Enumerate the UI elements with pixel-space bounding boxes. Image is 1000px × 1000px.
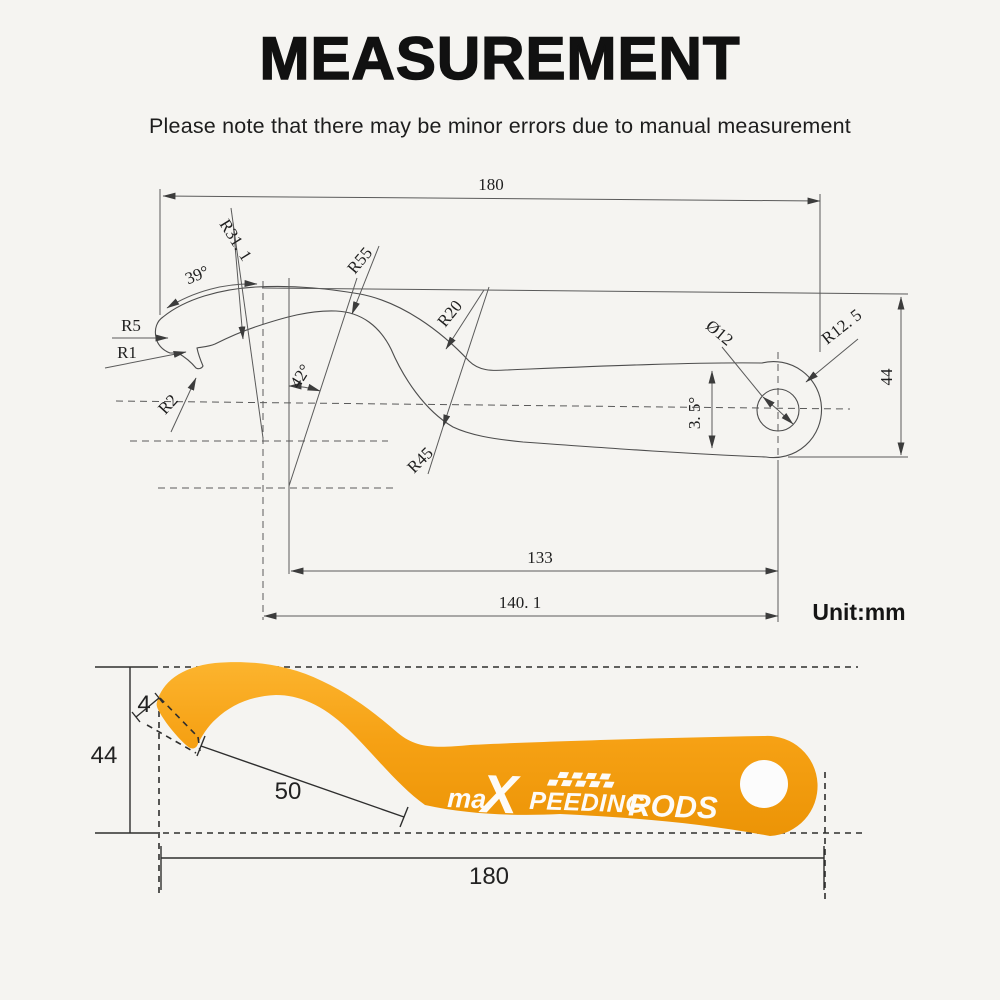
photo-height-label: 44 [91,742,118,769]
centerlines [115,281,851,620]
product-photo: ma X PEEDING RODS 44 [91,662,862,902]
construction-lines [159,189,909,622]
dim-hole-distance-label: 133 [527,548,553,567]
leader-end-radius [805,338,859,383]
handle-hole [756,388,800,432]
wrench-photo [156,662,818,836]
brand-logo: ma X PEEDING RODS [447,764,719,825]
dim-hook-distance-label: 140. 1 [499,593,542,612]
unit-note: Unit:mm [812,599,905,625]
leader-neck-bottom-radius [442,286,490,428]
dim-height-label: 44 [877,368,896,386]
wrench-photo-hole [740,760,788,808]
dim-neck-bottom-radius-label: R45 [403,443,436,476]
dim-total-length-label: 180 [478,175,504,194]
dim-jaw-angle-label: 42° [286,361,315,391]
logo-suffix: RODS [628,787,719,825]
dim-arc-jaw-angle [288,382,321,392]
hole-diameter-arrow-1 [762,396,779,411]
dim-hole-diameter-label: Ø12 [702,316,737,349]
hole-diameter-arrow-2 [777,409,794,425]
leader-tooth-radius [170,377,197,433]
dim-end-radius-label: R12. 5 [818,305,865,348]
dim-tooth-radius-label: R2 [154,391,181,418]
photo-dim-height [95,666,152,834]
logo-middle: PEEDING [529,787,646,819]
logo-x: X [477,764,521,825]
checkered-flag-icon [546,771,615,788]
leader-jaw-radius [351,245,380,315]
dim-taper-angle-label: 3. 5° [685,397,704,429]
photo-guides [152,666,862,902]
leader-tip-fillet [104,351,187,369]
logo-prefix: ma [447,783,487,814]
dim-tip-fillet-label: R1 [117,343,137,362]
wrench-outline [154,285,823,459]
dim-arc-hook-angle [166,280,258,309]
photo-length-label: 180 [469,863,509,890]
photo-jaw-opening-label: 50 [275,778,302,805]
dim-hook-radius-label: R31. 1 [216,216,256,265]
photo-dim-tooth [131,692,164,723]
page-subtitle: Please note that there may be minor erro… [149,114,851,138]
photo-tooth-width-label: 4 [137,691,150,718]
dim-tip-radius-label: R5 [121,316,141,335]
leader-neck-bottom-tail [427,426,444,475]
dim-jaw-radius-label: R55 [343,244,376,278]
photo-dim-jaw [196,735,409,828]
photo-dim-length [160,846,825,890]
leader-neck-top-radius [445,289,485,350]
leader-hole-diameter [721,346,763,397]
dim-line-total-length [162,192,821,205]
technical-drawing: 180 39° R31. 1 R55 R5 R1 R2 42° R20 [104,175,909,625]
leader-hook-radius [232,221,246,340]
page-title: MEASUREMENT [259,24,741,93]
dim-hook-angle-label: 39° [182,262,211,289]
